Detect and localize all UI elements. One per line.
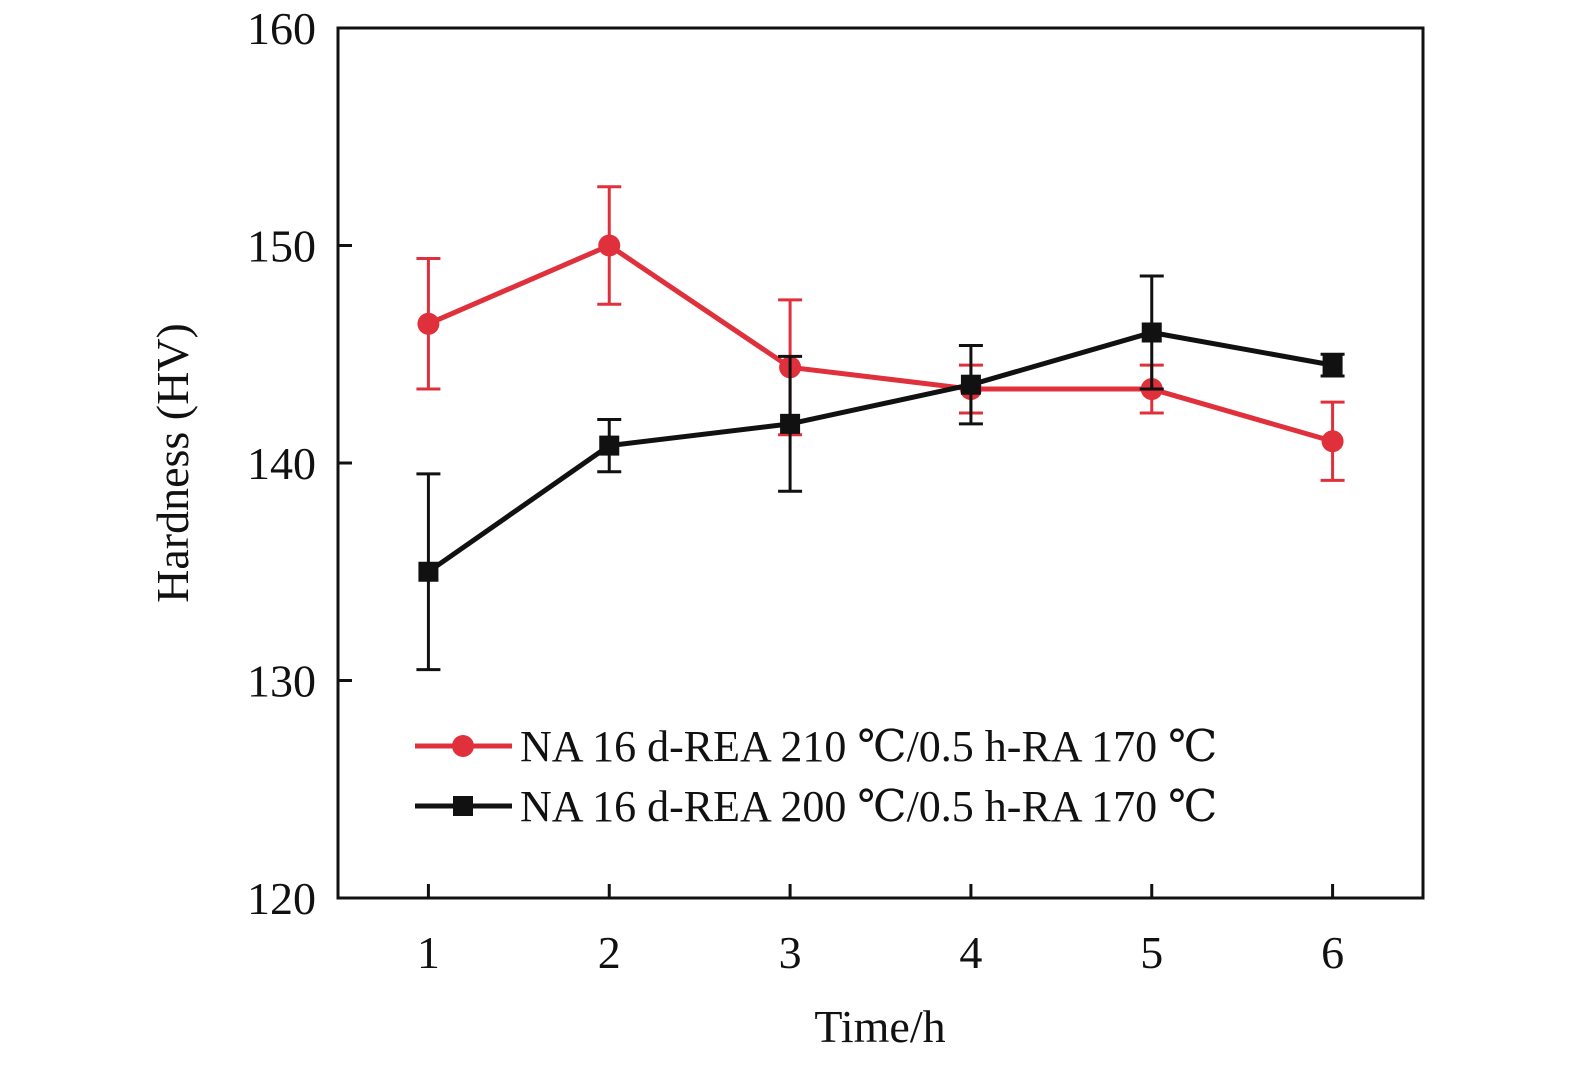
series-2-line (426, 330, 1334, 574)
series-2-point-1 (418, 561, 439, 582)
series-2-point-5 (1141, 322, 1162, 343)
series-1-point-6 (1321, 430, 1344, 453)
axes-layer: 1 2 3 4 5 6 120 130 140 150 160 (247, 3, 1344, 978)
legend-entry-series-2: NA 16 d-REA 200 ℃/0.5 h-RA 170 ℃ (415, 782, 1217, 831)
x-tick-label-2: 2 (598, 927, 621, 978)
series-2 (416, 274, 1345, 672)
legend-marker-series-1 (452, 735, 474, 757)
y-axis-label: Hardness (HV) (147, 323, 198, 603)
series-1-point-2 (598, 234, 621, 257)
series-1-point-1 (417, 312, 440, 335)
x-tick-label-4: 4 (959, 927, 982, 978)
legend-marker-series-2 (453, 796, 473, 816)
series-2-point-4 (960, 374, 981, 395)
series-2-point-2 (599, 435, 620, 456)
legend: NA 16 d-REA 210 ℃/0.5 h-RA 170 ℃ NA 16 d… (415, 722, 1217, 831)
y-tick-label-120: 120 (247, 873, 316, 924)
legend-entry-series-1: NA 16 d-REA 210 ℃/0.5 h-RA 170 ℃ (415, 722, 1217, 771)
series-1-line (427, 243, 1334, 444)
plot-layer (416, 185, 1345, 672)
y-tick-label-130: 130 (247, 656, 316, 707)
legend-label-series-1: NA 16 d-REA 210 ℃/0.5 h-RA 170 ℃ (520, 722, 1217, 771)
x-tick-label-6: 6 (1321, 927, 1344, 978)
series-1 (416, 185, 1345, 482)
x-tick-label-1: 1 (417, 927, 440, 978)
series-2-point-6 (1322, 355, 1343, 376)
legend-label-series-2: NA 16 d-REA 200 ℃/0.5 h-RA 170 ℃ (520, 782, 1217, 831)
series-2-point-3 (780, 413, 801, 434)
x-tick-label-3: 3 (779, 927, 802, 978)
y-tick-label-140: 140 (247, 438, 316, 489)
y-tick-label-150: 150 (247, 221, 316, 272)
x-tick-label-5: 5 (1140, 927, 1163, 978)
y-tick-label-160: 160 (247, 3, 316, 54)
x-axis-label: Time/h (814, 1001, 945, 1052)
